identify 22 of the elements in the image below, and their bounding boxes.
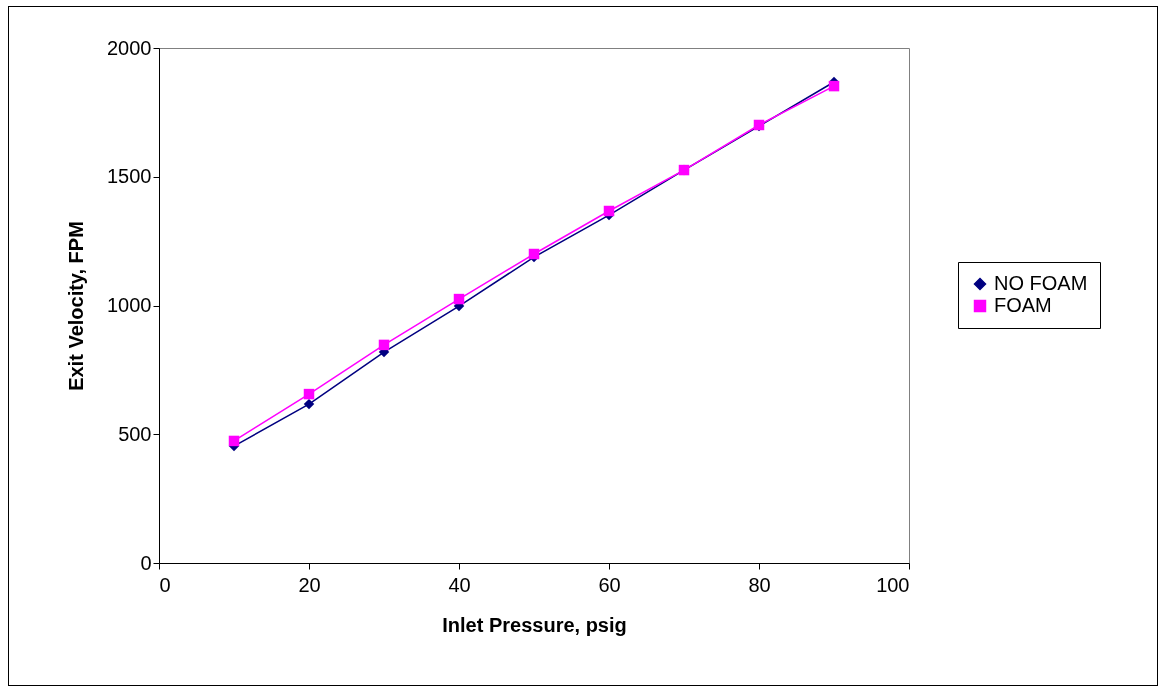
point xyxy=(303,398,315,410)
point xyxy=(378,339,390,351)
x-tick-label: 0 xyxy=(159,573,171,596)
point xyxy=(453,293,465,305)
x-tick-label: 80 xyxy=(748,573,771,596)
x-tick-label: 60 xyxy=(598,573,621,596)
legend-label: NO FOAM xyxy=(994,272,1088,294)
x-axis-title: Inlet Pressure, psig xyxy=(442,613,627,636)
x-tick-label: 100 xyxy=(876,573,910,596)
y-tick-label: 2000 xyxy=(107,36,152,59)
y-tick-label: 1000 xyxy=(107,294,152,316)
y-tick-label: 1500 xyxy=(107,165,152,188)
point xyxy=(228,435,240,447)
x-tick-label: 40 xyxy=(448,573,471,596)
y-tick-label: 500 xyxy=(118,422,152,445)
point xyxy=(828,80,840,92)
legend-label: FOAM xyxy=(994,294,1052,316)
point xyxy=(303,388,315,400)
point xyxy=(603,205,615,217)
y-tick-label: 0 xyxy=(140,551,152,574)
y-axis-title: Exit Velocity, FPM xyxy=(65,221,88,391)
x-tick-label: 20 xyxy=(298,573,321,596)
